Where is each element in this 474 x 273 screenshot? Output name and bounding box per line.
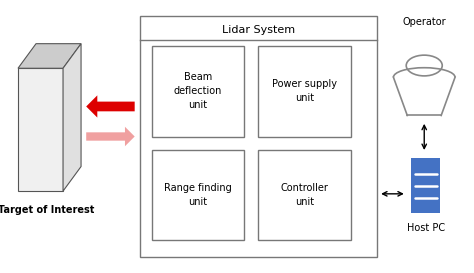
Text: Lidar System: Lidar System (222, 25, 295, 35)
Bar (140, 16, 377, 257)
Text: Range finding
unit: Range finding unit (164, 183, 232, 207)
Text: Target of Interest: Target of Interest (0, 205, 95, 215)
Text: Controller
unit: Controller unit (281, 183, 328, 207)
Bar (152, 46, 244, 136)
Text: Operator: Operator (402, 17, 446, 27)
Polygon shape (63, 44, 81, 191)
Bar (411, 158, 440, 213)
Text: Host PC: Host PC (407, 223, 445, 233)
Text: Beam
deflection
unit: Beam deflection unit (173, 72, 222, 111)
Text: Power supply
unit: Power supply unit (272, 79, 337, 103)
Polygon shape (18, 44, 81, 68)
Bar (152, 150, 244, 240)
Bar (258, 150, 351, 240)
Circle shape (406, 55, 442, 76)
Polygon shape (18, 68, 63, 191)
Bar (258, 46, 351, 136)
